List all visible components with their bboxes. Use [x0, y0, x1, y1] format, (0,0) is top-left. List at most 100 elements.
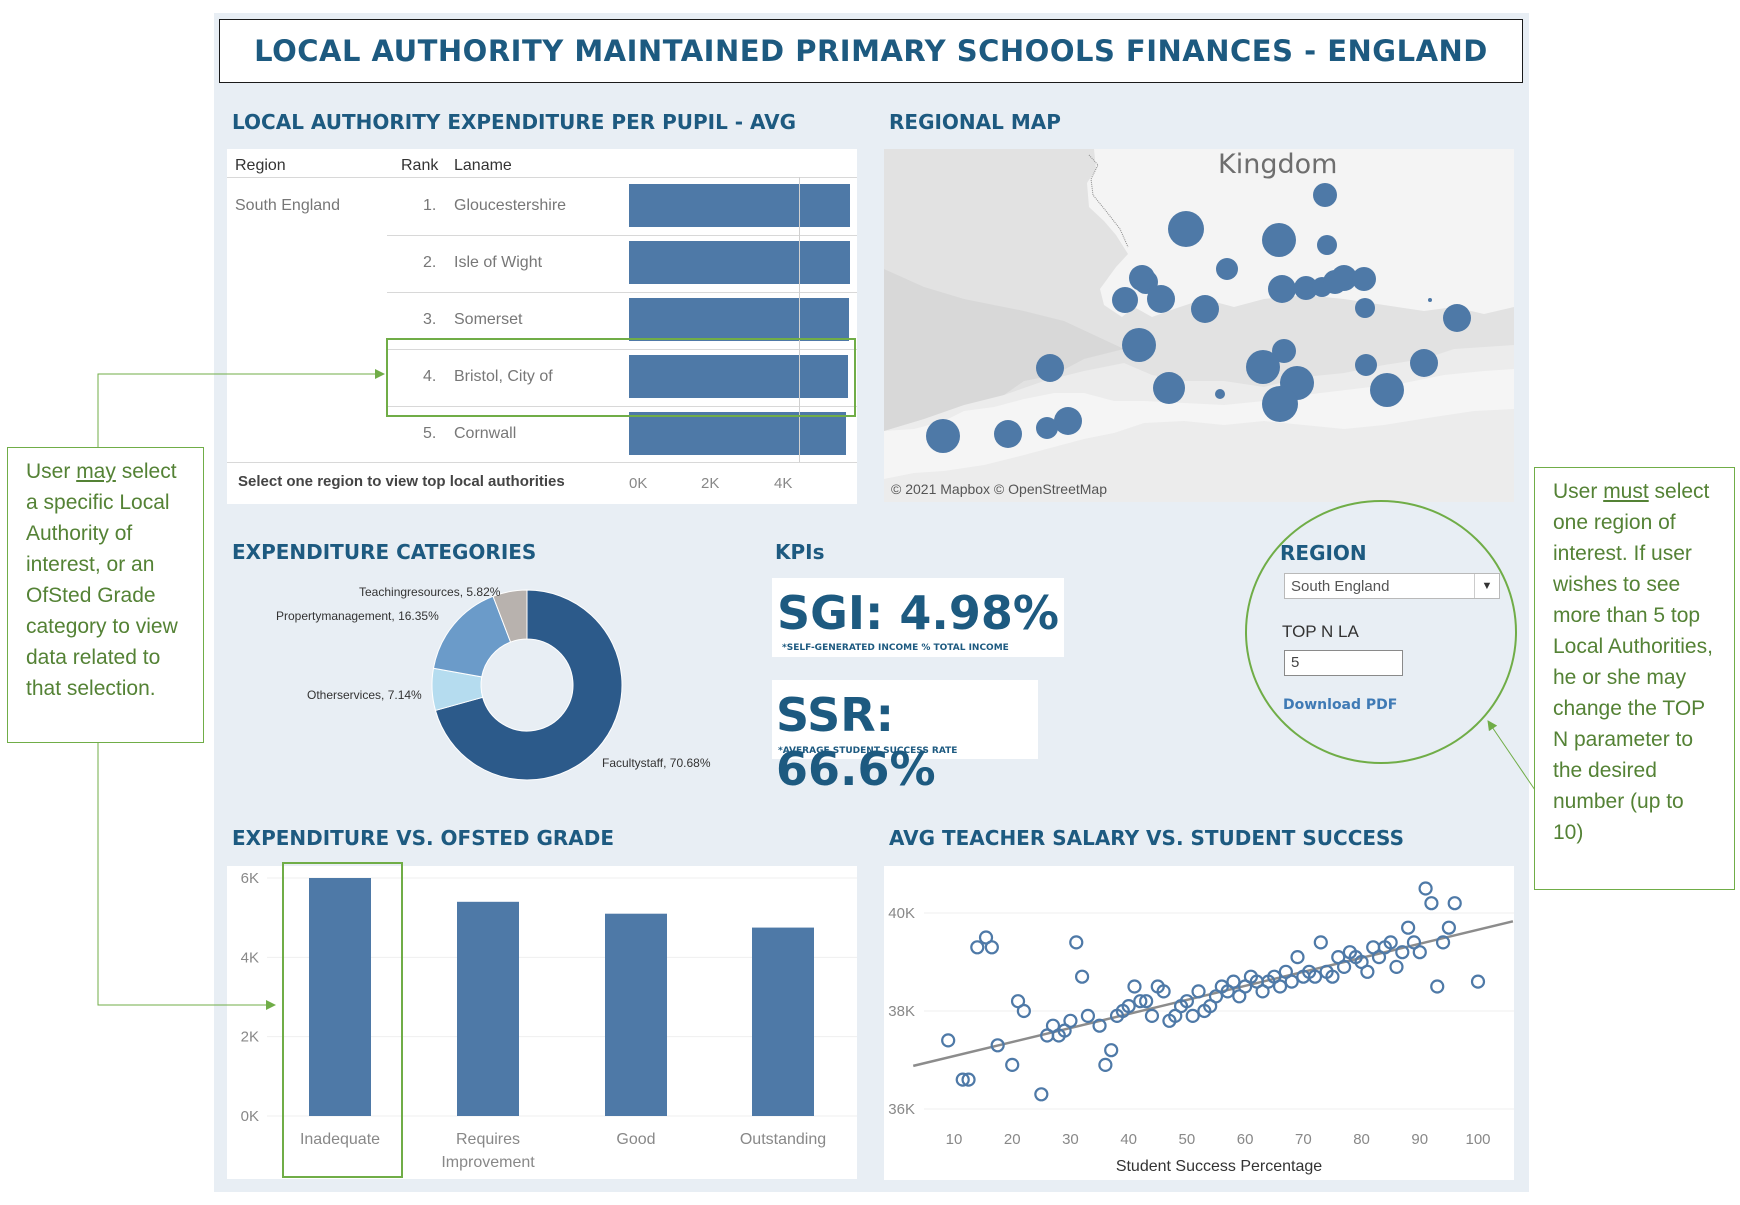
scatter-point[interactable]	[970, 940, 985, 955]
map-marker[interactable]	[1355, 298, 1375, 318]
scatter-point[interactable]	[1272, 979, 1288, 994]
la-name[interactable]: Bristol, City of	[454, 368, 553, 385]
map-marker[interactable]	[1215, 389, 1225, 399]
scatter-point[interactable]	[1290, 949, 1305, 965]
map-marker[interactable]	[1036, 354, 1064, 382]
la-expenditure-bar[interactable]	[629, 241, 850, 284]
map-marker[interactable]	[926, 419, 960, 453]
scatter-point[interactable]	[1156, 984, 1171, 999]
map-marker[interactable]	[994, 420, 1022, 448]
scatter-point[interactable]	[1401, 920, 1416, 935]
map-marker[interactable]	[1428, 298, 1432, 302]
scatter-point[interactable]	[1412, 945, 1427, 960]
scatter-point[interactable]	[1313, 935, 1328, 950]
scatter-point[interactable]	[1127, 979, 1142, 994]
scatter-point[interactable]	[1418, 881, 1433, 896]
scatter-point[interactable]	[1104, 1043, 1119, 1058]
donut-slice[interactable]	[434, 589, 623, 781]
scatter-point[interactable]	[1016, 1003, 1031, 1019]
scatter-point[interactable]	[1098, 1057, 1113, 1072]
scatter-point[interactable]	[1441, 920, 1456, 935]
scatter-point[interactable]	[1063, 1013, 1078, 1028]
map-marker[interactable]	[1262, 386, 1298, 422]
map-marker[interactable]	[1168, 211, 1204, 247]
scatter-point[interactable]	[1005, 1057, 1020, 1072]
map-marker[interactable]	[1122, 328, 1156, 362]
la-name[interactable]: Gloucestershire	[454, 197, 567, 214]
expenditure-donut-chart[interactable]: Facultystaff, 70.68% Otherservices, 7.14%…	[232, 565, 732, 795]
salary-scatter-chart[interactable]: 36K 38K 40K 10 20 30 40 50 60 70 80 90 100 Student Su…	[884, 866, 1514, 1180]
map-marker[interactable]	[1129, 265, 1155, 291]
map-marker[interactable]	[1355, 354, 1377, 376]
scatter-point[interactable]	[941, 1033, 956, 1048]
donut-slice[interactable]	[492, 589, 528, 643]
scatter-point[interactable]	[1133, 994, 1148, 1009]
map-marker[interactable]	[1191, 295, 1219, 323]
map-marker[interactable]	[1246, 350, 1280, 384]
map-marker[interactable]	[1153, 372, 1185, 404]
la-name[interactable]: Isle of Wight	[454, 254, 543, 271]
scatter-point[interactable]	[1139, 994, 1154, 1009]
la-expenditure-bar[interactable]	[629, 355, 849, 398]
ofsted-bar[interactable]	[309, 878, 371, 1116]
scatter-point[interactable]	[1069, 935, 1084, 950]
ofsted-bar-chart[interactable]: 0K 2K 4K 6K Inadequate Requires Improvement Goo…	[227, 866, 857, 1179]
map-marker[interactable]	[1147, 285, 1175, 313]
scatter-point[interactable]	[1383, 935, 1398, 950]
scatter-point[interactable]	[1336, 959, 1352, 975]
map-marker[interactable]	[1317, 235, 1337, 255]
la-name[interactable]: Cornwall	[454, 425, 517, 442]
map-marker[interactable]	[1410, 349, 1438, 377]
note-text-start: User	[26, 460, 77, 483]
scatter-point[interactable]	[1424, 896, 1439, 911]
la-name[interactable]: Somerset	[454, 311, 523, 328]
scatter-point[interactable]	[1144, 1008, 1160, 1023]
map-marker[interactable]	[1036, 417, 1058, 439]
x-tick-label: 30	[1062, 1131, 1079, 1148]
scatter-point[interactable]	[1191, 984, 1206, 999]
scatter-point[interactable]	[1470, 974, 1486, 989]
map-marker[interactable]	[1443, 304, 1471, 332]
scatter-point[interactable]	[1121, 999, 1136, 1014]
map-marker[interactable]	[1216, 258, 1238, 280]
scatter-point[interactable]	[1226, 974, 1241, 989]
scatter-point[interactable]	[1325, 969, 1340, 984]
scatter-point[interactable]	[1185, 1008, 1200, 1023]
ofsted-bar[interactable]	[457, 901, 519, 1116]
scatter-point[interactable]	[1074, 969, 1090, 984]
scatter-point[interactable]	[1447, 896, 1462, 911]
x-tick-label: 70	[1295, 1131, 1312, 1148]
scatter-point[interactable]	[1307, 969, 1323, 984]
la-expenditure-bar[interactable]	[629, 298, 849, 341]
scatter-point[interactable]	[1430, 979, 1445, 994]
scatter-point[interactable]	[984, 940, 999, 955]
scatter-point[interactable]	[1389, 959, 1404, 975]
scatter-point[interactable]	[1360, 964, 1375, 979]
regional-map[interactable]: Kingdom © 2021 Mapbox © OpenStreetMap	[884, 149, 1514, 502]
map-marker[interactable]	[1352, 267, 1376, 291]
scatter-point[interactable]	[961, 1072, 976, 1087]
map-marker[interactable]	[1370, 373, 1404, 407]
region-cell[interactable]: South England	[235, 197, 340, 214]
scatter-point[interactable]	[990, 1038, 1005, 1053]
la-expenditure-bar[interactable]	[629, 412, 847, 455]
scatter-point[interactable]	[1435, 935, 1451, 950]
scatter-point[interactable]	[1284, 974, 1299, 989]
scatter-point[interactable]	[1080, 1008, 1096, 1023]
scatter-point[interactable]	[1034, 1087, 1049, 1102]
map-marker[interactable]	[1112, 287, 1138, 313]
map-marker[interactable]	[1054, 407, 1082, 435]
map-marker[interactable]	[1294, 276, 1318, 300]
map-marker[interactable]	[1262, 223, 1296, 257]
map-marker[interactable]	[1272, 339, 1296, 363]
map-marker[interactable]	[1331, 265, 1357, 291]
scatter-point[interactable]	[955, 1072, 970, 1087]
map-marker[interactable]	[1268, 275, 1296, 303]
ofsted-bar[interactable]	[752, 927, 814, 1116]
scatter-point[interactable]	[1395, 945, 1410, 960]
scatter-point[interactable]	[1179, 994, 1194, 1009]
scatter-point[interactable]	[1092, 1018, 1107, 1033]
map-marker[interactable]	[1313, 183, 1337, 207]
la-expenditure-bar[interactable]	[629, 184, 851, 227]
ofsted-bar[interactable]	[605, 913, 667, 1116]
